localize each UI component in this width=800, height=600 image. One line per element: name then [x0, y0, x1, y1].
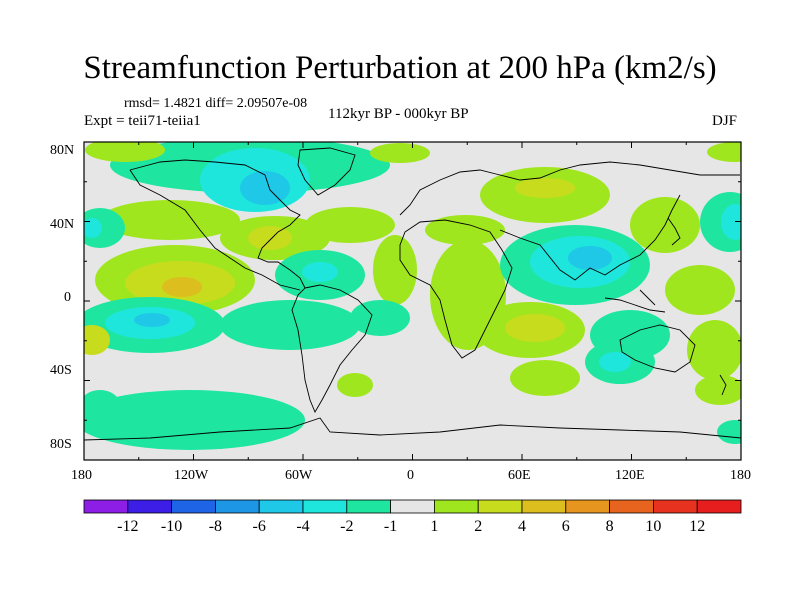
stats-label: rmsd= 1.4821 diff= 2.09507e-08 — [124, 96, 308, 111]
coastline — [399, 161, 740, 216]
anomaly-region — [100, 200, 240, 240]
anomaly-region — [84, 390, 305, 450]
anomaly-region — [510, 360, 580, 396]
anomaly-region — [717, 420, 741, 444]
anomaly-region — [134, 313, 170, 327]
colorbar-swatch — [565, 499, 610, 514]
colorbar-label: 8 — [605, 518, 614, 535]
colorbar-label: -8 — [208, 518, 223, 535]
coastline — [499, 194, 681, 281]
colorbar — [83, 499, 742, 514]
colorbar-swatch — [653, 499, 698, 514]
anomaly-region — [568, 246, 612, 270]
colorbar-label: -10 — [160, 518, 183, 535]
anomaly-region — [84, 208, 125, 248]
coastline — [297, 147, 356, 196]
anomaly-region — [687, 320, 741, 380]
colorbar-label: 1 — [430, 518, 439, 535]
contour-field — [84, 142, 741, 460]
coastline — [291, 284, 373, 414]
coastline — [399, 219, 513, 359]
anomaly-region — [84, 218, 102, 238]
experiment-label: Expt = teii71-teiia1 — [84, 113, 201, 129]
colorbar-swatch — [433, 499, 479, 514]
anomaly-region — [305, 207, 395, 243]
colorbar-label: 12 — [689, 518, 706, 535]
anomaly-region — [337, 373, 373, 397]
y-tick-label: 40N — [50, 217, 75, 232]
colorbar-label: -1 — [383, 518, 398, 535]
coastline — [719, 374, 727, 396]
coastline — [129, 159, 306, 289]
colorbar-swatch — [83, 499, 129, 514]
x-tick-label: 0 — [407, 468, 414, 483]
season-label: DJF — [712, 113, 738, 129]
y-tick-label: 0 — [64, 290, 71, 305]
coastline — [639, 289, 656, 306]
anomaly-region — [302, 262, 338, 282]
colorbar-swatch — [696, 499, 742, 514]
x-tick-label: 120E — [615, 468, 645, 483]
coastline — [84, 417, 741, 441]
x-tick-label: 60W — [285, 468, 313, 483]
colorbar-swatch — [302, 499, 348, 514]
anomaly-region — [84, 325, 110, 355]
anomaly-region — [248, 226, 292, 250]
anomaly-region — [240, 171, 290, 205]
y-tick-label: 80N — [50, 143, 75, 158]
x-tick-label: 180 — [730, 468, 751, 483]
period-label: 112kyr BP - 000kyr BP — [328, 106, 469, 122]
colorbar-swatch — [609, 499, 654, 514]
x-tick-label: 60E — [508, 468, 531, 483]
anomaly-region — [373, 235, 417, 305]
coastline — [604, 297, 666, 313]
colorbar-swatch — [214, 499, 260, 514]
anomaly-region — [665, 265, 735, 315]
colorbar-swatch — [346, 499, 391, 514]
anomaly-region — [220, 300, 360, 350]
colorbar-label: -12 — [117, 518, 139, 535]
colorbar-swatch — [477, 499, 523, 514]
anomaly-region — [695, 375, 741, 405]
colorbar-swatch — [127, 499, 173, 514]
colorbar-label: 10 — [645, 518, 662, 535]
chart-title: Streamfunction Perturbation at 200 hPa (… — [83, 50, 717, 86]
colorbar-label: -6 — [252, 518, 266, 535]
anomaly-region — [84, 390, 120, 420]
colorbar-swatch — [258, 499, 304, 514]
coastlines — [84, 147, 741, 441]
coastline — [129, 169, 301, 291]
colorbar-label: -4 — [296, 518, 310, 535]
anomaly-region — [515, 178, 575, 198]
colorbar-label: 2 — [474, 518, 483, 535]
colorbar-swatch — [171, 499, 216, 514]
colorbar-label: -2 — [340, 518, 354, 535]
anomaly-region — [370, 143, 430, 163]
y-tick-label: 40S — [50, 363, 72, 378]
anomaly-region — [707, 142, 741, 162]
coastline — [619, 324, 696, 373]
x-tick-label: 180 — [71, 468, 92, 483]
anomaly-region — [721, 204, 741, 240]
x-tick-label: 120W — [174, 468, 209, 483]
anomaly-region — [505, 314, 565, 342]
colorbar-swatch — [390, 499, 435, 514]
colorbar-swatch — [521, 499, 567, 514]
anomaly-region — [425, 215, 505, 245]
anomaly-region — [599, 352, 631, 372]
anomaly-region — [350, 300, 410, 336]
anomaly-region — [162, 277, 202, 297]
coastline — [667, 217, 681, 246]
colorbar-label: 4 — [518, 518, 526, 535]
axis-ticks — [83, 141, 742, 461]
anomaly-region — [85, 142, 165, 162]
colorbar-label: 6 — [561, 518, 570, 535]
y-tick-label: 80S — [50, 437, 72, 452]
